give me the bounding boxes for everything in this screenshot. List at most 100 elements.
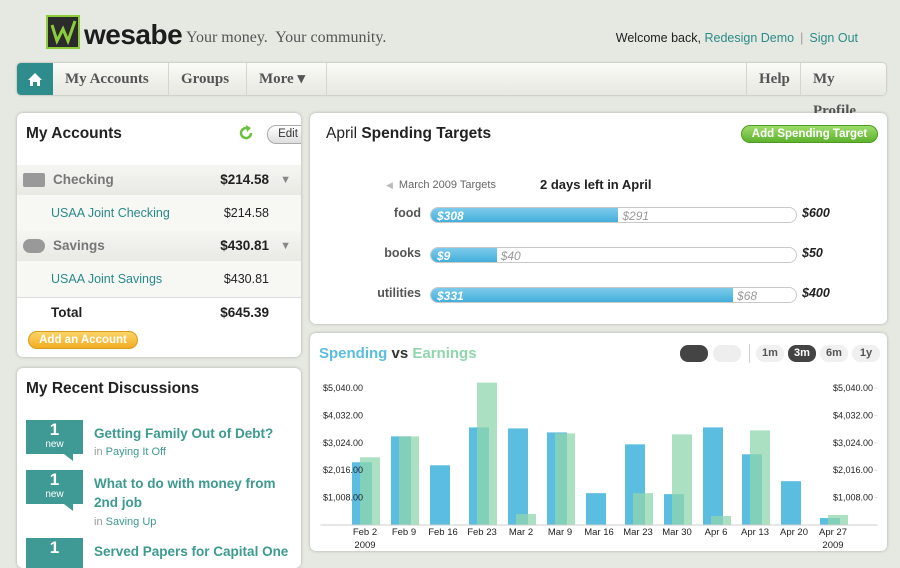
badge-label: new — [45, 489, 64, 500]
tagline: Your money. Your community. — [186, 29, 387, 46]
bar — [477, 382, 497, 525]
remaining-label: $40 — [500, 249, 521, 263]
chart-panel: Spending vs Earnings 1m 3m 6m 1y $1,008.00 $… — [310, 333, 887, 551]
x-tick-label: Mar 23 — [623, 527, 653, 538]
in: in — [94, 446, 103, 458]
x-tick-label: Apr 20 — [780, 527, 808, 538]
nav-item[interactable]: More ▾ — [247, 63, 327, 95]
title-vs: vs — [391, 345, 409, 362]
home-icon — [28, 73, 42, 86]
range-button[interactable]: 1m — [756, 345, 784, 362]
discussion: 1 Served Papers for Capital One — [26, 538, 301, 568]
logo[interactable]: wesabe — [84, 19, 183, 50]
account-name[interactable]: USAA Joint Savings — [51, 272, 163, 286]
account-name[interactable]: USAA Joint Checking — [51, 206, 170, 220]
group-link[interactable]: Saving Up — [105, 516, 157, 528]
discussion-group: in Saving Up — [94, 516, 156, 528]
spent-label: $9 — [437, 249, 451, 263]
x-tick-label: Feb 9 — [392, 527, 416, 538]
bar — [633, 493, 653, 525]
previous-targets[interactable]: ◀ March 2009 Targets — [386, 179, 496, 191]
add-target-button[interactable]: Add Spending Target — [741, 125, 878, 143]
discussion-title[interactable]: Served Papers for Capital One — [94, 544, 289, 559]
nav-item[interactable]: Groups — [169, 63, 247, 95]
target-row: books $9 $40 $50 — [310, 245, 887, 265]
range-button[interactable]: 6m — [820, 345, 848, 362]
nav-item[interactable]: Help — [746, 63, 800, 95]
divider — [749, 344, 750, 363]
x-tick-label: Mar 16 — [584, 527, 614, 538]
y2-tick-label: $4,032.00 — [833, 410, 873, 420]
title-earnings: Earnings — [412, 345, 477, 362]
welcome-text: Welcome back, — [615, 31, 701, 45]
refresh-icon[interactable] — [237, 124, 255, 142]
y2-tick-label: $3,024.00 — [833, 438, 873, 448]
home-button[interactable] — [17, 63, 53, 95]
panel-title: My Recent Discussions — [26, 380, 200, 397]
y2-tick-label: $1,008.00 — [833, 493, 873, 503]
bar — [703, 427, 723, 525]
count: 1 — [49, 470, 60, 489]
target-value: $400 — [802, 286, 830, 300]
group-icon — [23, 173, 45, 187]
nav-item[interactable]: My Profile — [800, 63, 886, 119]
targets-title: April Spending Targets — [326, 125, 491, 143]
x-tick-label: Apr 13 — [741, 527, 769, 538]
group-name[interactable]: Checking — [53, 172, 114, 187]
range-button[interactable]: 1y — [852, 345, 880, 362]
y-tick-label: $4,032.00 — [323, 410, 363, 420]
x-tick-label: Feb 16 — [428, 527, 458, 538]
nav-bar: My Accounts Groups More ▾ Help My Profile — [17, 63, 886, 119]
bar — [711, 516, 731, 525]
target-track: $9 $40 — [430, 247, 797, 263]
group-name[interactable]: Savings — [53, 238, 105, 253]
total-value: $645.39 — [220, 305, 269, 320]
days-left: 2 days left in April — [540, 177, 652, 192]
discussion-group: in Paying It Off — [94, 446, 166, 458]
bar — [781, 481, 801, 525]
x-tick-label: Mar 9 — [548, 527, 572, 538]
target-row: utilities $331 $68 $400 — [310, 285, 887, 305]
x-tick-label: Apr 6 — [705, 527, 728, 538]
range-button[interactable]: 3m — [788, 345, 816, 362]
total-label: Total — [51, 305, 83, 320]
x-tick-label: Feb 2 2009 — [353, 527, 377, 551]
bar — [399, 436, 419, 525]
y2-tick-label: $5,040.00 — [833, 383, 873, 393]
x-tick-label: Feb 23 — [467, 527, 497, 538]
bar — [672, 434, 692, 525]
chart-title: Spending vs Earnings — [319, 345, 477, 362]
discussion-title[interactable]: What to do with money from 2nd job — [94, 476, 276, 510]
group-icon — [23, 239, 45, 253]
group-link[interactable]: Paying It Off — [105, 446, 166, 458]
user-link[interactable]: Redesign Demo — [704, 31, 795, 45]
previous-label: March 2009 Targets — [398, 179, 496, 191]
bar — [750, 430, 770, 525]
target-track: $331 $68 — [430, 287, 797, 303]
discussion-title[interactable]: Getting Family Out of Debt? — [94, 426, 274, 441]
spent-bar: $308 — [431, 208, 619, 223]
add-account-button[interactable]: Add an Account — [28, 331, 138, 349]
x-tick-label: Mar 30 — [662, 527, 692, 538]
x-tick-label: Apr 27 2009 — [819, 527, 847, 551]
line-view-button[interactable] — [713, 345, 741, 362]
in: in — [94, 516, 103, 528]
logo-icon[interactable] — [46, 15, 80, 49]
target-category: books — [384, 246, 421, 260]
badge-label: new — [45, 439, 64, 450]
spent-bar: $331 — [431, 288, 734, 302]
accounts-panel: My Accounts Edit Add an Account Checking… — [17, 113, 301, 357]
account-balance: $214.58 — [223, 206, 269, 220]
nav-item[interactable]: My Accounts — [53, 63, 169, 95]
title-spending: Spending — [319, 345, 388, 362]
y-tick-label: $3,024.00 — [323, 438, 363, 448]
spent-bar: $9 — [431, 248, 497, 262]
bar-view-button[interactable] — [680, 345, 708, 362]
badge: 1 new — [26, 420, 83, 461]
edit-button[interactable]: Edit — [267, 125, 301, 144]
bar — [555, 433, 575, 525]
discussions-panel: My Recent Discussions 1 new Getting Family… — [17, 368, 301, 568]
target-value: $600 — [802, 206, 830, 220]
sign-out[interactable]: Sign Out — [809, 31, 858, 45]
spent-label: $308 — [437, 209, 464, 223]
